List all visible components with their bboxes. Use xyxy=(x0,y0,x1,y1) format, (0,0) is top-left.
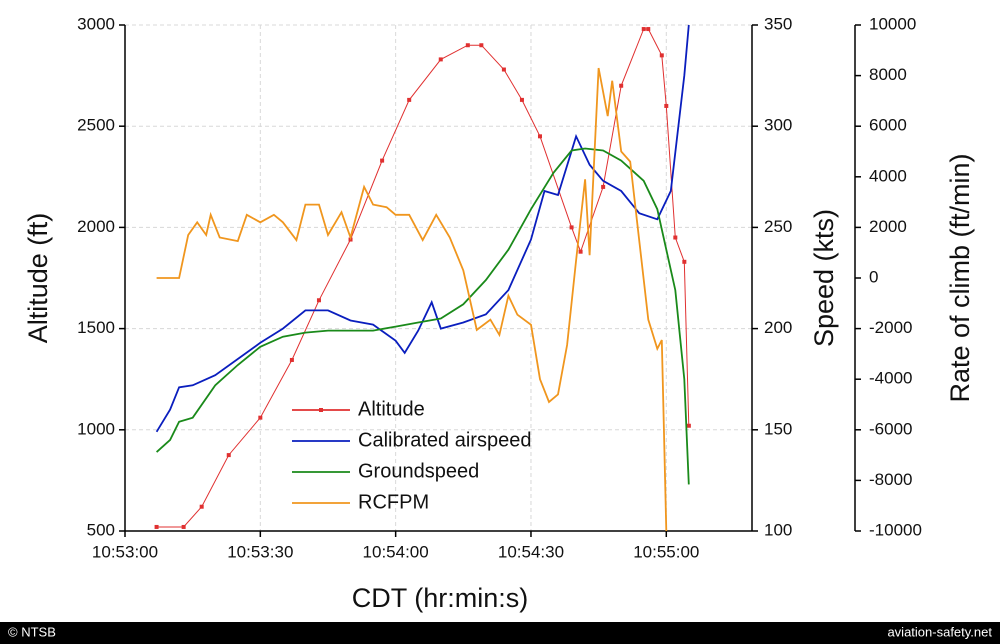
x-tick-label: 10:53:00 xyxy=(92,542,158,561)
y3-tick-label: 8000 xyxy=(869,65,907,84)
point-marker xyxy=(289,357,294,362)
x-tick-label: 10:54:30 xyxy=(498,542,564,561)
y2-tick-label: 150 xyxy=(764,419,792,438)
point-marker xyxy=(537,134,542,139)
point-marker xyxy=(578,249,583,254)
point-marker xyxy=(664,103,669,108)
point-marker xyxy=(673,235,678,240)
point-marker xyxy=(659,53,664,58)
point-marker xyxy=(569,225,574,230)
point-marker xyxy=(641,27,646,32)
y-tick-label: 2500 xyxy=(77,116,115,135)
legend-label: Calibrated airspeed xyxy=(358,429,531,451)
point-marker xyxy=(501,67,506,72)
y2-axis-label: Speed (kts) xyxy=(809,209,839,347)
point-marker xyxy=(316,298,321,303)
y3-tick-label: -10000 xyxy=(869,520,922,539)
y3-tick-label: 10000 xyxy=(869,14,916,33)
y2-tick-label: 300 xyxy=(764,116,792,135)
series-line xyxy=(155,24,690,433)
x-tick-label: 10:53:30 xyxy=(227,542,293,561)
x-tick-label: 10:54:00 xyxy=(363,542,429,561)
point-marker xyxy=(226,453,231,458)
point-marker xyxy=(519,97,524,102)
y-tick-label: 3000 xyxy=(77,14,115,33)
point-marker xyxy=(682,259,687,264)
y3-tick-label: 2000 xyxy=(869,217,907,236)
y2-tick-label: 350 xyxy=(764,14,792,33)
legend-label: Altitude xyxy=(358,398,425,420)
y3-axis-label: Rate of climb (ft/min) xyxy=(945,153,975,402)
footer-bar xyxy=(0,622,1000,644)
legend-label: RCFPM xyxy=(358,491,429,513)
x-axis-label: CDT (hr:min:s) xyxy=(352,583,529,613)
y-axis-label: Altitude (ft) xyxy=(23,213,53,344)
point-marker xyxy=(619,83,624,88)
point-marker xyxy=(465,43,470,48)
y3-tick-label: 4000 xyxy=(869,166,907,185)
point-marker xyxy=(380,158,385,163)
point-marker xyxy=(686,423,691,428)
y2-tick-label: 250 xyxy=(764,217,792,236)
point-marker xyxy=(601,184,606,189)
point-marker xyxy=(199,504,204,509)
y3-tick-label: -8000 xyxy=(869,470,912,489)
y2-tick-label: 100 xyxy=(764,520,792,539)
series-line xyxy=(155,147,690,485)
point-marker xyxy=(438,57,443,62)
y3-tick-label: -6000 xyxy=(869,419,912,438)
footer-left: © NTSB xyxy=(8,624,56,639)
y3-tick-label: 0 xyxy=(869,267,878,286)
y-tick-label: 1500 xyxy=(77,318,115,337)
point-marker xyxy=(258,415,263,420)
series-line xyxy=(156,67,668,532)
y-tick-label: 2000 xyxy=(77,217,115,236)
point-marker xyxy=(479,43,484,48)
point-marker xyxy=(646,27,651,32)
point-marker xyxy=(407,97,412,102)
point-marker xyxy=(181,524,186,529)
point-marker xyxy=(154,524,159,529)
legend-marker xyxy=(319,408,323,412)
x-tick-label: 10:55:00 xyxy=(633,542,699,561)
y2-tick-label: 200 xyxy=(764,318,792,337)
y-tick-label: 500 xyxy=(87,520,115,539)
y3-tick-label: 6000 xyxy=(869,116,907,135)
y3-tick-label: -2000 xyxy=(869,318,912,337)
legend-label: Groundspeed xyxy=(358,460,479,482)
footer-right: aviation-safety.net xyxy=(887,624,992,639)
y-tick-label: 1000 xyxy=(77,419,115,438)
y3-tick-label: -4000 xyxy=(869,369,912,388)
